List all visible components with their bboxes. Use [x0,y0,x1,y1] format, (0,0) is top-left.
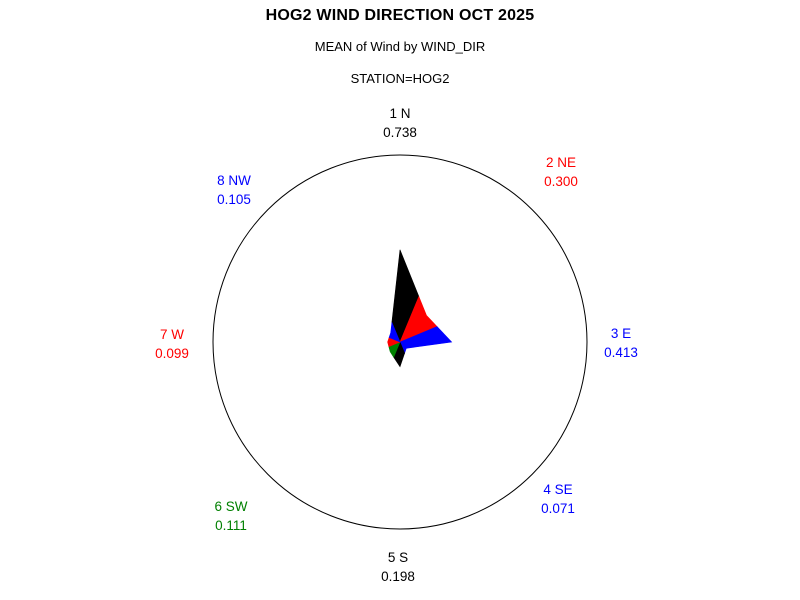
direction-value-2-ne: 0.300 [544,174,578,189]
direction-value-1-n: 0.738 [383,125,417,140]
direction-label-4-se: 4 SE [543,482,572,497]
direction-value-6-sw: 0.111 [215,518,247,533]
direction-value-7-w: 0.099 [155,346,189,361]
direction-label-2-ne: 2 NE [546,155,576,170]
direction-label-5-s: 5 S [388,550,408,565]
direction-value-8-nw: 0.105 [217,192,251,207]
direction-label-3-e: 3 E [611,326,631,341]
direction-value-5-s: 0.198 [381,569,415,584]
direction-label-8-nw: 8 NW [217,173,251,188]
chart-subtitle: MEAN of Wind by WIND_DIR [314,39,486,54]
rose-outline-circle [212,154,588,530]
direction-value-3-e: 0.413 [604,345,638,360]
chart-title: HOG2 WIND DIRECTION OCT 2025 [265,7,535,24]
direction-label-6-sw: 6 SW [214,499,247,514]
direction-label-1-n: 1 N [389,106,410,121]
rose-slice-8-nw [388,322,401,343]
direction-value-4-se: 0.071 [541,501,575,516]
station-label: STATION=HOG2 [350,71,450,86]
direction-label-7-w: 7 W [160,327,184,342]
